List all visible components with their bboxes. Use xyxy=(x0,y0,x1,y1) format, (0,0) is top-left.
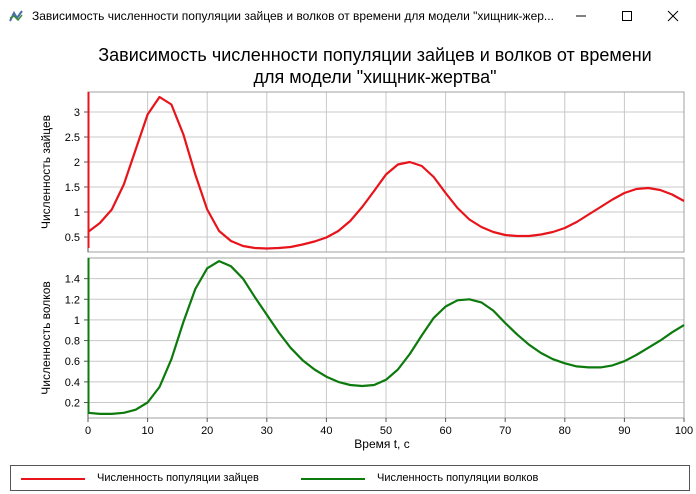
x-tick-label: 20 xyxy=(201,425,213,437)
y-tick-label: 0.8 xyxy=(65,336,80,348)
x-tick-label: 50 xyxy=(380,425,392,437)
panel-0: 0.5 1 1.5 2 2.5 3 Численность зайцев xyxy=(39,91,685,253)
minimize-button[interactable] xyxy=(558,0,604,31)
chart-title-line1: Зависимость численности популяции зайцев… xyxy=(98,45,652,65)
chart-title: Зависимость численности популяции зайцев… xyxy=(60,44,690,88)
chart-title-line2: для модели "хищник-жертва" xyxy=(253,67,497,87)
x-tick-label: 100 xyxy=(675,425,693,437)
y-tick-label: 1.5 xyxy=(65,182,80,194)
window-titlebar[interactable]: Зависимость численности популяции зайцев… xyxy=(0,0,696,31)
y-tick-label: 0.5 xyxy=(65,232,80,244)
y-tick-label: 0.6 xyxy=(65,356,80,368)
maximize-icon xyxy=(622,11,632,21)
window-title: Зависимость численности популяции зайцев… xyxy=(32,9,554,23)
y-axis-title: Численность зайцев xyxy=(39,115,53,229)
y-tick-label: 0.2 xyxy=(65,398,80,410)
close-icon xyxy=(667,10,679,22)
legend-label-hares: Численность популяции зайцев xyxy=(97,472,259,484)
x-axis-title: Время t, с xyxy=(354,437,409,451)
close-button[interactable] xyxy=(650,0,696,31)
x-tick-label: 30 xyxy=(261,425,273,437)
x-tick-label: 10 xyxy=(141,425,153,437)
x-tick-label: 70 xyxy=(499,425,511,437)
series-line-hares xyxy=(87,95,685,250)
legend-label-wolves: Численность популяции волков xyxy=(377,472,539,484)
legend-swatch-wolves xyxy=(301,478,365,480)
y-tick-label: 1 xyxy=(74,315,80,327)
panel-1: 0.2 0.4 0.6 0.8 1 1.2 1.4 Численность волков xyxy=(39,257,685,419)
legend-item-wolves: Численность популяции волков xyxy=(301,472,601,486)
minimize-icon xyxy=(576,15,586,17)
y-tick-label: 2.5 xyxy=(65,132,80,144)
y-tick-label: 2 xyxy=(74,157,80,169)
y-tick-label: 1 xyxy=(74,207,80,219)
legend-item-hares: Численность популяции зайцев xyxy=(21,472,301,486)
x-tick-label: 80 xyxy=(559,425,571,437)
y-tick-label: 3 xyxy=(74,107,80,119)
x-tick-label: 40 xyxy=(320,425,332,437)
x-tick-label: 0 xyxy=(85,425,91,437)
maximize-button[interactable] xyxy=(604,0,650,31)
x-tick-label: 90 xyxy=(618,425,630,437)
y-tick-label: 0.4 xyxy=(65,377,80,389)
series-line-wolves xyxy=(87,260,685,415)
x-tick-label: 60 xyxy=(439,425,451,437)
y-tick-label: 1.4 xyxy=(65,274,80,286)
chart-app-icon xyxy=(9,10,23,22)
y-tick-label: 1.2 xyxy=(65,294,80,306)
chart-legend: Численность популяции зайцев Численность… xyxy=(10,465,690,491)
legend-swatch-hares xyxy=(21,478,85,480)
y-axis-title: Численность волков xyxy=(39,281,53,394)
